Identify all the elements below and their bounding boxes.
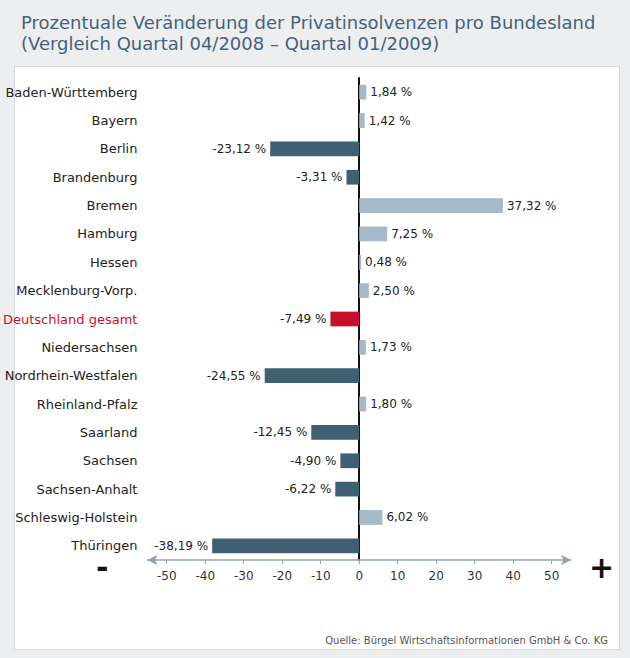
svg-text:Hamburg: Hamburg (77, 226, 137, 241)
svg-text:-38,19 %: -38,19 % (154, 539, 208, 553)
svg-text:-23,12 %: -23,12 % (212, 142, 266, 156)
svg-text:50: 50 (544, 569, 559, 583)
svg-text:1,84 %: 1,84 % (370, 85, 412, 99)
svg-text:Bremen: Bremen (87, 198, 138, 213)
svg-text:Thüringen: Thüringen (70, 538, 137, 553)
svg-text:-20: -20 (272, 569, 292, 583)
svg-text:7,25 %: 7,25 % (391, 227, 433, 241)
svg-text:Quelle: Bürgel Wirtschaftsinfo: Quelle: Bürgel Wirtschaftsinformationen … (325, 635, 608, 646)
svg-text:37,32 %: 37,32 % (507, 199, 557, 213)
svg-text:Sachsen: Sachsen (83, 453, 138, 468)
svg-text:Nordrhein-Westfalen: Nordrhein-Westfalen (5, 368, 138, 383)
svg-text:20: 20 (429, 569, 444, 583)
svg-text:Saarland: Saarland (80, 425, 138, 440)
svg-text:0: 0 (355, 569, 363, 583)
svg-text:Prozentuale Veränderung der Pr: Prozentuale Veränderung der Privatinsolv… (21, 12, 595, 33)
svg-text:Schleswig-Holstein: Schleswig-Holstein (15, 510, 137, 525)
svg-text:+: + (589, 550, 614, 585)
svg-text:Berlin: Berlin (100, 141, 138, 156)
svg-text:Mecklenburg-Vorp.: Mecklenburg-Vorp. (16, 283, 137, 298)
svg-text:(Vergleich Quartal 04/2008 – Q: (Vergleich Quartal 04/2008 – Quartal 01/… (21, 33, 439, 54)
svg-text:0,48 %: 0,48 % (365, 255, 407, 269)
svg-text:6,02 %: 6,02 % (386, 510, 428, 524)
svg-text:-4,90 %: -4,90 % (290, 454, 336, 468)
svg-text:-: - (96, 550, 108, 585)
svg-text:Sachsen-Anhalt: Sachsen-Anhalt (36, 482, 137, 497)
svg-text:Baden-Württemberg: Baden-Württemberg (5, 85, 137, 100)
svg-text:1,42 %: 1,42 % (369, 114, 411, 128)
svg-text:-12,45 %: -12,45 % (253, 425, 307, 439)
svg-text:1,73 %: 1,73 % (370, 340, 412, 354)
svg-text:-3,31 %: -3,31 % (296, 170, 342, 184)
svg-text:Bayern: Bayern (92, 113, 138, 128)
svg-text:-24,55 %: -24,55 % (207, 369, 261, 383)
svg-text:40: 40 (506, 569, 521, 583)
svg-text:30: 30 (467, 569, 482, 583)
svg-text:-7,49 %: -7,49 % (280, 312, 326, 326)
svg-text:-10: -10 (311, 569, 331, 583)
svg-text:-50: -50 (157, 569, 177, 583)
svg-text:Rheinland-Pfalz: Rheinland-Pfalz (37, 397, 138, 412)
svg-text:10: 10 (390, 569, 405, 583)
svg-text:Deutschland gesamt: Deutschland gesamt (3, 312, 137, 327)
svg-text:-40: -40 (195, 569, 215, 583)
svg-text:-6,22 %: -6,22 % (285, 482, 331, 496)
svg-text:-30: -30 (234, 569, 254, 583)
svg-text:1,80 %: 1,80 % (370, 397, 412, 411)
svg-text:Hessen: Hessen (90, 255, 138, 270)
svg-text:2,50 %: 2,50 % (373, 284, 415, 298)
svg-text:Niedersachsen: Niedersachsen (41, 340, 137, 355)
svg-text:Brandenburg: Brandenburg (53, 170, 138, 185)
